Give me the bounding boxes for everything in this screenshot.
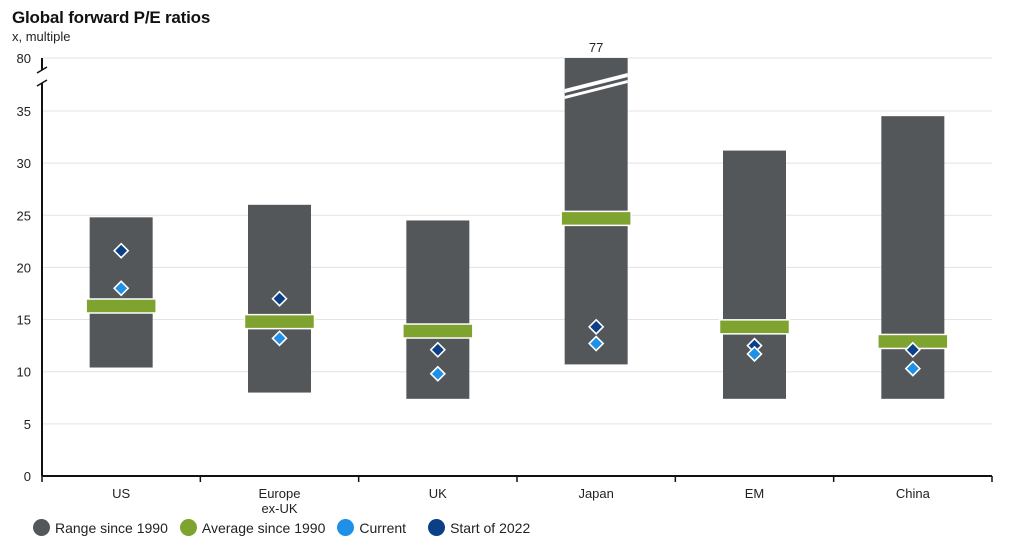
y-tick-label: 80 [17, 51, 31, 66]
current-marker [113, 280, 130, 297]
current-marker [271, 330, 288, 347]
axis-break-mark [36, 66, 48, 74]
y-tick-label: 10 [17, 365, 31, 380]
x-tick-label: US [112, 486, 130, 501]
legend: Range since 1990 Average since 1990 Curr… [33, 519, 542, 536]
x-tick-label: EM [745, 486, 765, 501]
start-2022-marker [588, 318, 605, 335]
legend-item-start-2022: Start of 2022 [428, 519, 530, 536]
x-tick-label: ex-UK [261, 501, 297, 516]
average-marker [718, 319, 791, 335]
y-tick-label: 20 [17, 260, 31, 275]
bar-break-mark [564, 73, 628, 93]
y-tick-label: 5 [24, 417, 31, 432]
average-marker [560, 210, 632, 227]
legend-swatch-current [337, 519, 355, 536]
legend-label-average: Average since 1990 [201, 519, 326, 536]
start-2022-marker [429, 341, 446, 358]
data-label: 77 [589, 40, 603, 55]
current-marker [429, 365, 446, 382]
x-tick-label: Europe [259, 486, 301, 501]
start-2022-marker [271, 290, 288, 307]
x-tick-label: UK [429, 486, 447, 501]
axis-break-mark [36, 79, 48, 87]
start-2022-marker [113, 242, 130, 259]
legend-item-current: Current [337, 519, 406, 536]
legend-label-range: Range since 1990 [55, 519, 168, 536]
average-marker [243, 313, 316, 330]
current-marker [746, 345, 763, 363]
legend-label-start-2022: Start of 2022 [450, 519, 531, 536]
y-tick-label: 35 [17, 104, 31, 119]
x-tick-label: Japan [578, 486, 613, 501]
average-marker [85, 298, 157, 314]
legend-item-range: Range since 1990 [33, 519, 168, 536]
legend-label-current: Current [359, 519, 407, 536]
legend-item-average: Average since 1990 [179, 519, 326, 536]
chart-title: Global forward P/E ratios [12, 8, 211, 27]
chart-subtitle: x, multiple [12, 29, 71, 44]
start-2022-marker [904, 341, 921, 358]
legend-swatch-start-2022 [428, 519, 446, 536]
current-marker [904, 360, 921, 377]
y-tick-label: 30 [17, 156, 31, 171]
average-marker [402, 323, 474, 339]
current-marker [588, 335, 605, 352]
y-tick-label: 25 [17, 208, 31, 223]
x-tick-label: China [896, 486, 931, 501]
legend-swatch-range [33, 519, 50, 536]
legend-swatch-average [179, 519, 197, 536]
y-tick-label: 0 [24, 469, 31, 484]
y-tick-label: 15 [17, 313, 31, 328]
bar-break-mark [564, 80, 628, 99]
